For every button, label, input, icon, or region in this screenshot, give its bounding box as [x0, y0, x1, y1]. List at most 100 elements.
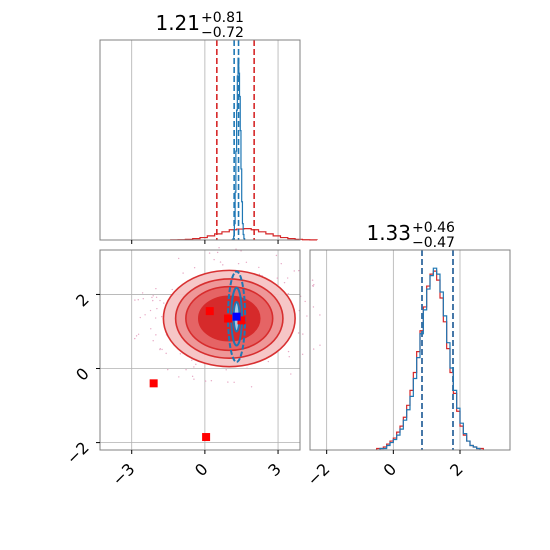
histogram-series-0 [376, 270, 484, 450]
sample-point [154, 317, 157, 319]
sample-point [195, 363, 197, 366]
x-tick-label: 0 [380, 459, 401, 480]
panel-bottom-left-contour: −3 0 3 −2 0 2 [63, 247, 321, 490]
sample-point [144, 314, 146, 316]
sample-point [204, 380, 207, 382]
y-tick-label: 2 [72, 290, 93, 311]
sample-point [208, 252, 211, 254]
histogram-series-1 [379, 267, 481, 450]
red-square-marker [224, 314, 233, 323]
sample-point [150, 328, 152, 330]
x-tick-label: −3 [108, 459, 138, 489]
truth-marker [232, 312, 241, 321]
sample-point [222, 264, 224, 266]
sample-point [137, 333, 140, 335]
sample-point [267, 360, 270, 363]
sample-point [159, 348, 161, 351]
title-bottom-right-plus: +0.46 [412, 220, 455, 236]
sample-point [237, 262, 240, 265]
sample-point [302, 333, 304, 335]
sample-point [287, 293, 290, 295]
red-square-marker [202, 433, 211, 442]
sample-point [156, 307, 158, 310]
sample-point [293, 270, 295, 272]
sample-point [306, 315, 308, 317]
sample-point [179, 353, 182, 355]
sample-point [290, 373, 292, 375]
sample-point [141, 292, 144, 294]
sample-point [152, 295, 154, 297]
sample-point [142, 297, 144, 300]
sample-point [155, 334, 157, 336]
sample-point [210, 379, 213, 382]
sample-point [159, 299, 161, 302]
sample-point [167, 368, 169, 371]
panel-bottom-right-histogram: −2 0 2 [303, 249, 511, 490]
sample-point [139, 316, 141, 319]
sample-point [171, 288, 173, 291]
title-top-left-plus: +0.81 [201, 10, 244, 26]
sample-point [193, 366, 195, 368]
sample-point [304, 300, 306, 303]
sample-point [312, 285, 314, 287]
y-tick-label: 0 [72, 364, 93, 385]
sample-point [182, 272, 184, 274]
sample-point [288, 356, 290, 358]
sample-point [178, 376, 180, 378]
sample-point [193, 378, 195, 380]
sample-point [155, 296, 158, 298]
sample-point [245, 261, 248, 263]
sample-point [161, 348, 163, 351]
sample-point [250, 386, 253, 388]
sample-point [312, 306, 315, 308]
sample-point [135, 335, 138, 337]
sample-point [193, 267, 196, 269]
sample-point [219, 261, 222, 263]
red-square-marker [237, 316, 246, 325]
sample-point [227, 381, 229, 383]
sample-point [225, 369, 227, 371]
axes-frame [309, 249, 511, 451]
x-tick-label: 0 [191, 459, 212, 480]
sample-point [178, 257, 180, 260]
axes-frame [99, 39, 301, 241]
sample-point [165, 352, 167, 355]
sample-point [137, 299, 139, 301]
sample-point [191, 375, 194, 378]
x-tick-label: 2 [446, 459, 467, 480]
sample-point [191, 359, 193, 361]
histogram-series-0 [170, 228, 318, 241]
sample-point [258, 266, 260, 269]
title-bottom-right-minus: −0.47 [412, 235, 455, 251]
sample-point [280, 262, 282, 265]
sample-point [233, 381, 235, 383]
sample-point [319, 314, 321, 316]
sample-point [152, 299, 154, 302]
sample-point [297, 332, 300, 334]
sample-point [298, 269, 300, 272]
sample-point [155, 287, 157, 290]
sample-point [152, 340, 154, 342]
y-tick-label: −2 [63, 438, 93, 468]
title-bottom-right-value: 1.33 [366, 221, 411, 245]
sample-point [149, 309, 152, 312]
sample-point [283, 281, 286, 284]
sample-point [286, 277, 289, 279]
sample-point [287, 350, 290, 353]
sample-point [163, 302, 165, 304]
panel-top-left-histogram [99, 39, 318, 244]
sample-point [134, 299, 136, 301]
sample-point [313, 284, 315, 286]
red-square-marker [205, 307, 214, 316]
sample-point [301, 353, 304, 355]
red-square-marker [149, 379, 158, 388]
sample-point [134, 337, 136, 340]
title-top-left-value: 1.21 [155, 11, 200, 35]
sample-point [319, 344, 321, 346]
sample-point [218, 247, 220, 249]
sample-point [311, 279, 314, 281]
sample-point [276, 277, 279, 279]
axes-frame [99, 249, 301, 451]
sample-point [213, 258, 215, 261]
sample-point [246, 367, 248, 369]
